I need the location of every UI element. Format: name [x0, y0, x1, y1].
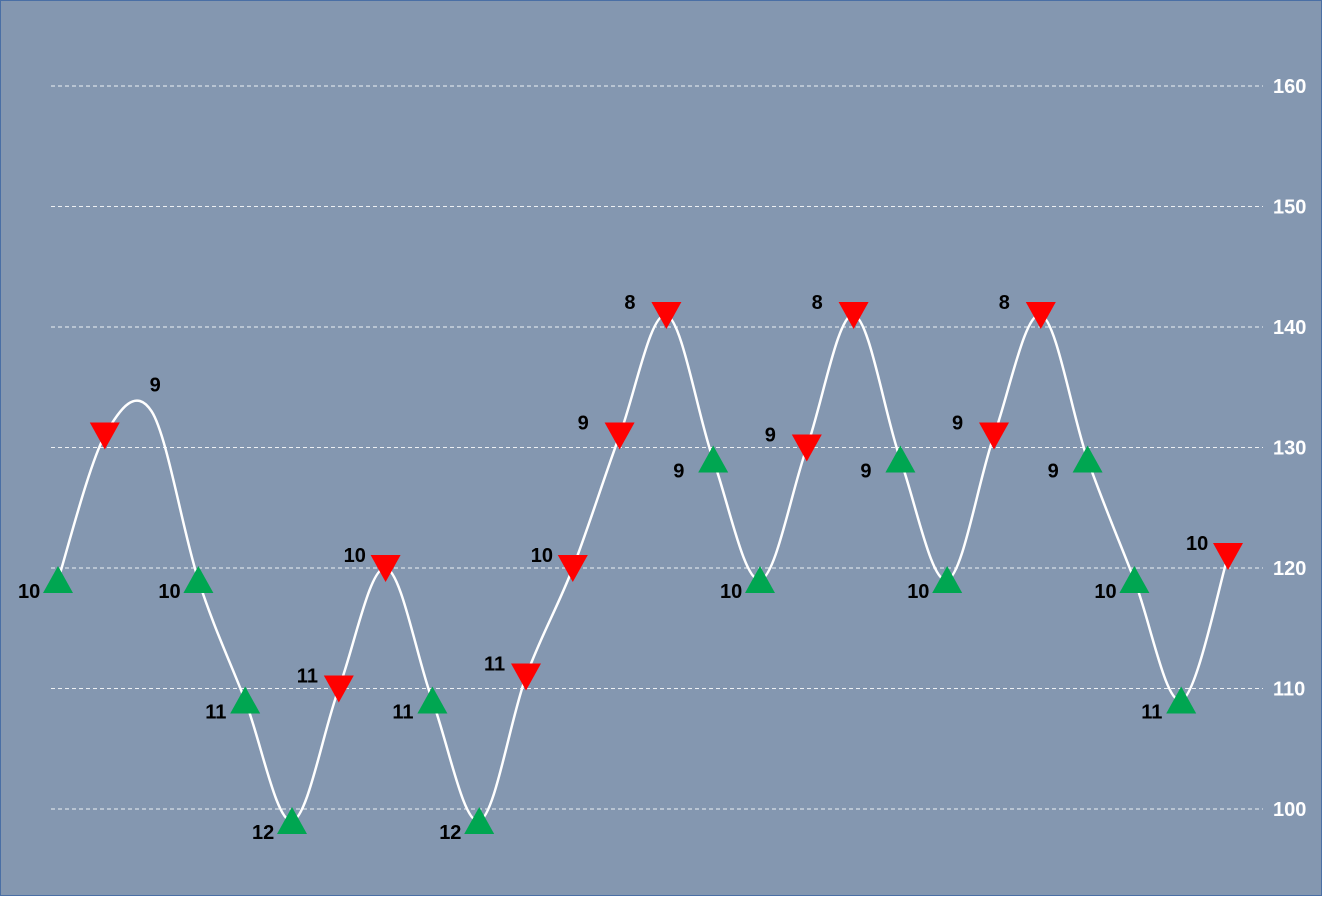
data-label: 11: [1141, 702, 1162, 724]
data-label: 10: [18, 581, 40, 603]
down-marker: [557, 555, 588, 582]
y-tick-label: 160: [1273, 76, 1306, 98]
data-label: 12: [439, 822, 461, 844]
down-marker: [1025, 301, 1056, 329]
up-marker: [885, 445, 916, 473]
up-marker: [1166, 686, 1197, 714]
down-marker: [370, 555, 401, 582]
data-label: 10: [531, 545, 553, 567]
data-label: 8: [812, 292, 823, 314]
up-marker: [230, 686, 261, 714]
up-marker: [43, 566, 73, 594]
gridlines: [51, 85, 1263, 810]
data-label: 10: [1186, 533, 1208, 555]
data-label: 9: [578, 412, 589, 434]
down-marker: [651, 301, 682, 329]
y-tick-label: 130: [1273, 438, 1306, 460]
data-label: 10: [907, 581, 929, 603]
data-label: 11: [484, 653, 505, 675]
data-label: 11: [297, 666, 318, 688]
up-marker: [698, 445, 729, 473]
up-marker: [183, 566, 214, 594]
y-tick-label: 110: [1273, 679, 1305, 701]
up-marker: [745, 566, 775, 594]
down-marker: [838, 301, 869, 329]
down-marker: [511, 663, 541, 691]
up-marker: [464, 807, 495, 835]
down-marker: [604, 422, 635, 450]
data-label: 11: [392, 702, 413, 724]
data-labels: 10 9 10 11 12 11 10 11 12 11 10 9 8 9 10 9 8 9 10 9 8 9 10 11 10: [18, 292, 1208, 844]
data-label: 11: [205, 702, 226, 724]
down-marker: [89, 422, 120, 450]
up-marker: [417, 686, 448, 714]
data-label: 9: [150, 374, 161, 396]
down-marker: [791, 434, 822, 462]
data-label: 9: [1048, 461, 1059, 483]
down-marker: [323, 675, 354, 703]
down-marker: [979, 422, 1009, 450]
y-tick-label: 140: [1273, 317, 1306, 339]
y-tick-label: 120: [1273, 558, 1306, 580]
data-label: 10: [1094, 581, 1116, 603]
data-label: 8: [999, 292, 1010, 314]
data-label: 9: [765, 425, 776, 447]
data-label: 10: [720, 581, 742, 603]
data-label: 10: [158, 581, 180, 603]
y-tick-label: 150: [1273, 197, 1306, 219]
up-marker: [932, 566, 963, 594]
data-label: 10: [344, 545, 366, 567]
down-marker: [1213, 542, 1243, 570]
y-tick-label: 100: [1273, 799, 1306, 821]
up-marker: [1119, 566, 1150, 594]
data-label: 9: [673, 461, 684, 483]
data-label: 12: [252, 822, 274, 844]
up-marker: [1072, 445, 1103, 473]
y-axis-tick-labels: 100 110 120 130 140 150 160: [1273, 76, 1306, 821]
data-label: 9: [952, 412, 963, 434]
up-marker: [277, 807, 307, 835]
data-label: 9: [860, 461, 871, 483]
signal-markers: [43, 301, 1243, 835]
data-label: 8: [624, 292, 635, 314]
